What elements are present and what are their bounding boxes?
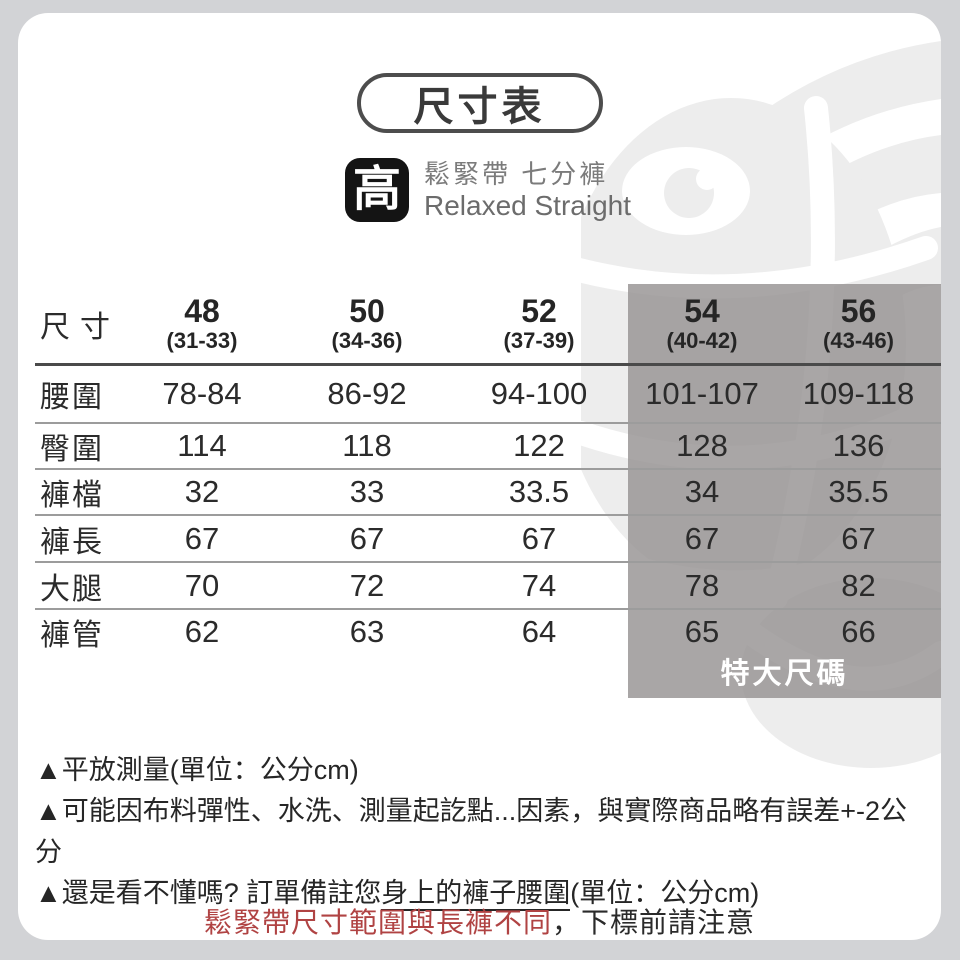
table-cell: 32 bbox=[184, 474, 220, 509]
table-corner-label: 尺寸 bbox=[40, 310, 120, 344]
column-size: 48 bbox=[184, 292, 220, 329]
table-row-waist: 腰圍 78-84 86-92 94-100 101-107 109-118 bbox=[35, 366, 941, 424]
product-name-zh: 鬆緊帶 七分褲 bbox=[424, 159, 609, 189]
table-cell: 128 bbox=[676, 428, 728, 463]
row-label: 臀圍 bbox=[40, 433, 104, 466]
table-cell: 118 bbox=[342, 428, 392, 463]
table-cell: 78-84 bbox=[162, 376, 242, 411]
column-size: 50 bbox=[349, 292, 385, 329]
measurement-notes: ▲平放測量(單位：公分cm) ▲可能因布料彈性、水洗、測量起訖點...因素，與實… bbox=[35, 750, 930, 914]
column-range: (43-46) bbox=[823, 327, 894, 353]
note-line-2: ▲可能因布料彈性、水洗、測量起訖點...因素，與實際商品略有誤差+-2公分 bbox=[35, 796, 908, 867]
column-range: (40-42) bbox=[666, 327, 738, 353]
table-cell: 67 bbox=[349, 520, 385, 556]
table-row-thigh: 大腿 70 72 74 78 82 bbox=[35, 563, 941, 610]
table-cell: 82 bbox=[841, 567, 876, 603]
product-name-en: Relaxed Straight bbox=[424, 190, 632, 221]
note-line-3-pre: ▲還是看不懂嗎? 訂單備註您 bbox=[35, 878, 382, 908]
row-label: 褲長 bbox=[40, 525, 104, 559]
table-cell: 33.5 bbox=[508, 474, 570, 509]
column-header-54: 54 (40-42) bbox=[628, 284, 776, 363]
row-label: 腰圍 bbox=[40, 381, 104, 414]
warning-line: 鬆緊帶尺寸範圍與長褲不同，下標前請注意 bbox=[18, 901, 941, 940]
table-cell: 33 bbox=[349, 474, 385, 509]
table-cell: 67 bbox=[684, 520, 720, 556]
note-line-3-post: (單位：公分cm) bbox=[570, 878, 760, 908]
size-chart-card: 尺寸表 高 鬆緊帶 七分褲 Relaxed Straight 特大尺碼 尺寸 4… bbox=[18, 13, 941, 940]
brand-block: 高 鬆緊帶 七分褲 Relaxed Straight bbox=[345, 158, 631, 222]
table-cell: 72 bbox=[349, 567, 385, 603]
table-cell: 62 bbox=[184, 614, 220, 649]
table-cell: 67 bbox=[184, 520, 220, 556]
page-title: 尺寸表 bbox=[413, 85, 546, 129]
column-size: 54 bbox=[684, 292, 720, 329]
brand-logo-icon: 高 bbox=[345, 158, 409, 222]
table-cell: 34 bbox=[684, 474, 720, 509]
table-cell: 114 bbox=[177, 428, 227, 463]
table-cell: 35.5 bbox=[828, 474, 889, 509]
row-label: 褲檔 bbox=[40, 479, 104, 512]
table-cell: 65 bbox=[684, 614, 720, 649]
column-header-50: 50 (34-36) bbox=[284, 284, 450, 363]
column-range: (31-33) bbox=[166, 327, 238, 353]
column-range: (37-39) bbox=[503, 327, 575, 353]
table-cell: 64 bbox=[521, 614, 557, 649]
table-cell: 136 bbox=[832, 428, 885, 463]
note-line-3: ▲還是看不懂嗎? 訂單備註您身上的褲子腰圍(單位：公分cm) bbox=[35, 873, 930, 914]
column-header-48: 48 (31-33) bbox=[120, 284, 284, 363]
table-cell: 109-118 bbox=[802, 376, 915, 411]
brand-text: 鬆緊帶 七分褲 Relaxed Straight bbox=[424, 158, 631, 222]
table-cell: 67 bbox=[521, 520, 557, 556]
size-chart-title-pill: 尺寸表 bbox=[356, 73, 603, 133]
size-table: 尺寸 48 (31-33) 50 (34-36) 52 (37-39) 54 (… bbox=[35, 284, 941, 654]
table-cell: 74 bbox=[521, 567, 557, 603]
table-cell: 70 bbox=[184, 567, 220, 603]
column-size: 52 bbox=[521, 292, 557, 329]
table-cell: 94-100 bbox=[490, 376, 588, 411]
note-line-3-underline: 身上的褲子腰圍 bbox=[381, 878, 571, 911]
table-cell: 86-92 bbox=[327, 376, 407, 411]
plus-size-label: 特大尺碼 bbox=[720, 658, 849, 690]
table-cell: 101-107 bbox=[645, 376, 759, 411]
column-header-56: 56 (43-46) bbox=[776, 284, 941, 363]
warning-highlight: 鬆緊帶尺寸範圍與長褲不同 bbox=[203, 907, 552, 938]
table-header-row: 尺寸 48 (31-33) 50 (34-36) 52 (37-39) 54 (… bbox=[35, 284, 941, 366]
table-cell: 67 bbox=[841, 520, 876, 556]
table-row-hip: 臀圍 114 118 122 128 136 bbox=[35, 424, 941, 470]
column-header-52: 52 (37-39) bbox=[450, 284, 628, 363]
table-cell: 63 bbox=[349, 614, 385, 649]
table-row-rise: 褲檔 32 33 33.5 34 35.5 bbox=[35, 470, 941, 516]
table-cell: 78 bbox=[684, 567, 720, 603]
note-line-1: ▲平放測量(單位：公分cm) bbox=[35, 755, 359, 785]
table-cell: 122 bbox=[513, 428, 565, 463]
column-range: (34-36) bbox=[331, 327, 403, 353]
row-label: 大腿 bbox=[40, 572, 104, 606]
row-label: 褲管 bbox=[40, 619, 104, 652]
warning-rest: ，下標前請注意 bbox=[552, 907, 756, 938]
column-size: 56 bbox=[840, 292, 877, 329]
table-row-leg-opening: 褲管 62 63 64 65 66 bbox=[35, 610, 941, 654]
table-row-length: 褲長 67 67 67 67 67 bbox=[35, 516, 941, 563]
brand-logo-glyph: 高 bbox=[352, 163, 401, 216]
table-cell: 66 bbox=[841, 614, 876, 649]
